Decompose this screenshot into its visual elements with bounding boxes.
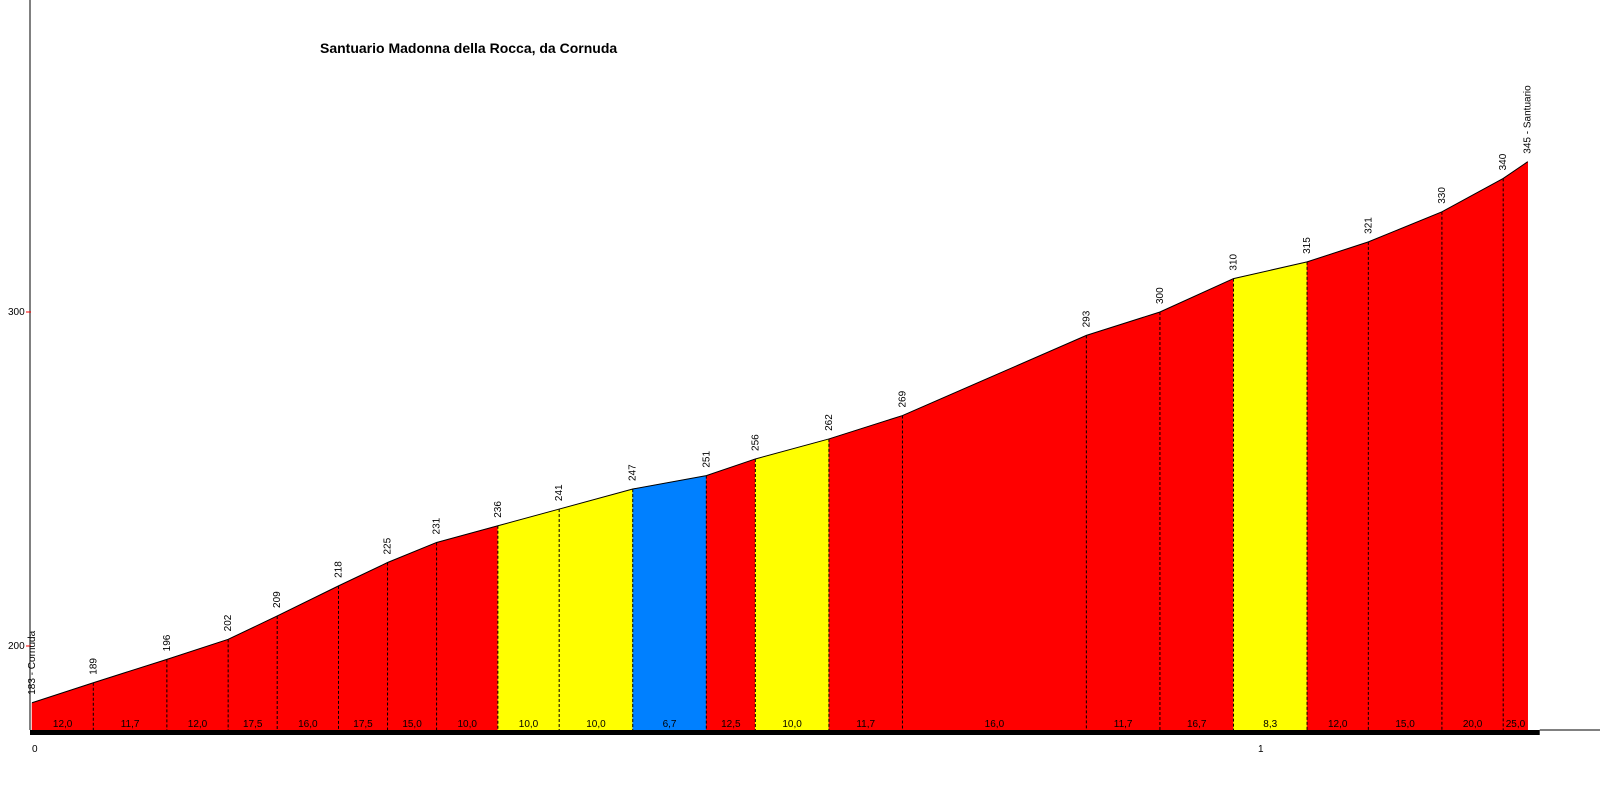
axes: 200 300 0 1 [8,0,1600,755]
elevation-label: 315 [1302,237,1313,254]
profile-segment [706,458,756,731]
elevation-label: 310 [1228,253,1239,270]
gradient-label: 15,0 [1395,719,1415,730]
profile-segment [902,334,1087,731]
profile-segment [558,488,633,731]
elevation-label: 256 [750,434,761,451]
profile-segment [166,638,229,731]
elevation-label: 345 - Santuario [1523,85,1534,154]
profile-segment [436,525,499,731]
profile-outline [31,161,1529,704]
elevation-label: 251 [701,451,712,468]
y-tick-label: 300 [8,307,25,318]
gradient-label: 10,0 [519,719,539,730]
profile-line [31,161,1529,704]
elevation-label: 340 [1498,153,1509,170]
elevation-label: 330 [1437,187,1448,204]
gradient-label: 12,0 [1328,719,1348,730]
gradient-label: 25,0 [1506,719,1526,730]
elevation-label: 202 [223,614,234,631]
profile-segment [1502,161,1528,731]
elevation-label: 262 [824,414,835,431]
profile-segment [338,562,388,731]
profile-segment [497,508,560,731]
profile-segment [755,438,830,731]
gradient-label: 8,3 [1263,719,1277,730]
gradient-label: 12,0 [53,719,73,730]
elevation-label: 196 [162,634,173,651]
profile-areas [31,161,1528,731]
gradient-label: 16,0 [298,719,318,730]
x-tick-label: 1 [1258,744,1264,755]
profile-segment [227,615,278,731]
x-tick-label: 0 [32,744,38,755]
gradient-label: 16,7 [1187,719,1207,730]
segment-dividers [92,178,1504,730]
gradient-label: 10,0 [457,719,477,730]
gradient-label: 17,5 [243,719,263,730]
elevation-label: 247 [628,464,639,481]
gradient-label: 11,7 [1114,719,1133,730]
elevation-label: 321 [1363,217,1374,234]
gradient-label: 20,0 [1463,719,1483,730]
profile-segment [1441,177,1504,731]
elevation-label: 225 [383,537,394,554]
elevation-label: 189 [88,658,99,675]
gradient-label: 10,0 [782,719,802,730]
profile-segment [1159,278,1234,731]
elevation-label: 209 [272,591,283,608]
profile-segment [828,415,903,731]
elevation-label: 293 [1081,310,1092,327]
y-tick-label: 200 [8,641,25,652]
elevation-label: 300 [1155,287,1166,304]
elevation-label: 183 - Cornuda [27,630,38,694]
elevation-label: 236 [493,501,504,518]
distance-bar [30,730,1540,735]
profile-segment [632,475,707,731]
elevation-label: 241 [554,484,565,501]
gradient-labels: 12,0 11,7 12,0 17,5 16,0 17,5 15,0 10,0 10,0 10,0… [53,719,1526,730]
profile-segment [1306,241,1369,731]
gradient-label: 15,0 [402,719,422,730]
profile-segment [1086,311,1161,731]
profile-segment [387,542,437,731]
gradient-label: 11,7 [856,719,875,730]
gradient-label: 12,5 [721,719,741,730]
elevation-label: 269 [897,390,908,407]
profile-segment [276,585,339,731]
elevation-label: 231 [432,517,443,534]
profile-segment [1233,261,1308,731]
gradient-label: 16,0 [985,719,1005,730]
gradient-label: 12,0 [188,719,208,730]
gradient-label: 6,7 [663,719,677,730]
elevation-labels: 183 - Cornuda 189 196 202 209 218 225 231 236 241… [27,85,1534,695]
gradient-label: 10,0 [586,719,606,730]
gradient-label: 17,5 [353,719,373,730]
gradient-label: 11,7 [121,719,140,730]
elevation-label: 218 [334,561,345,578]
chart-title: Santuario Madonna della Rocca, da Cornud… [320,40,617,56]
profile-segment [1368,211,1443,731]
